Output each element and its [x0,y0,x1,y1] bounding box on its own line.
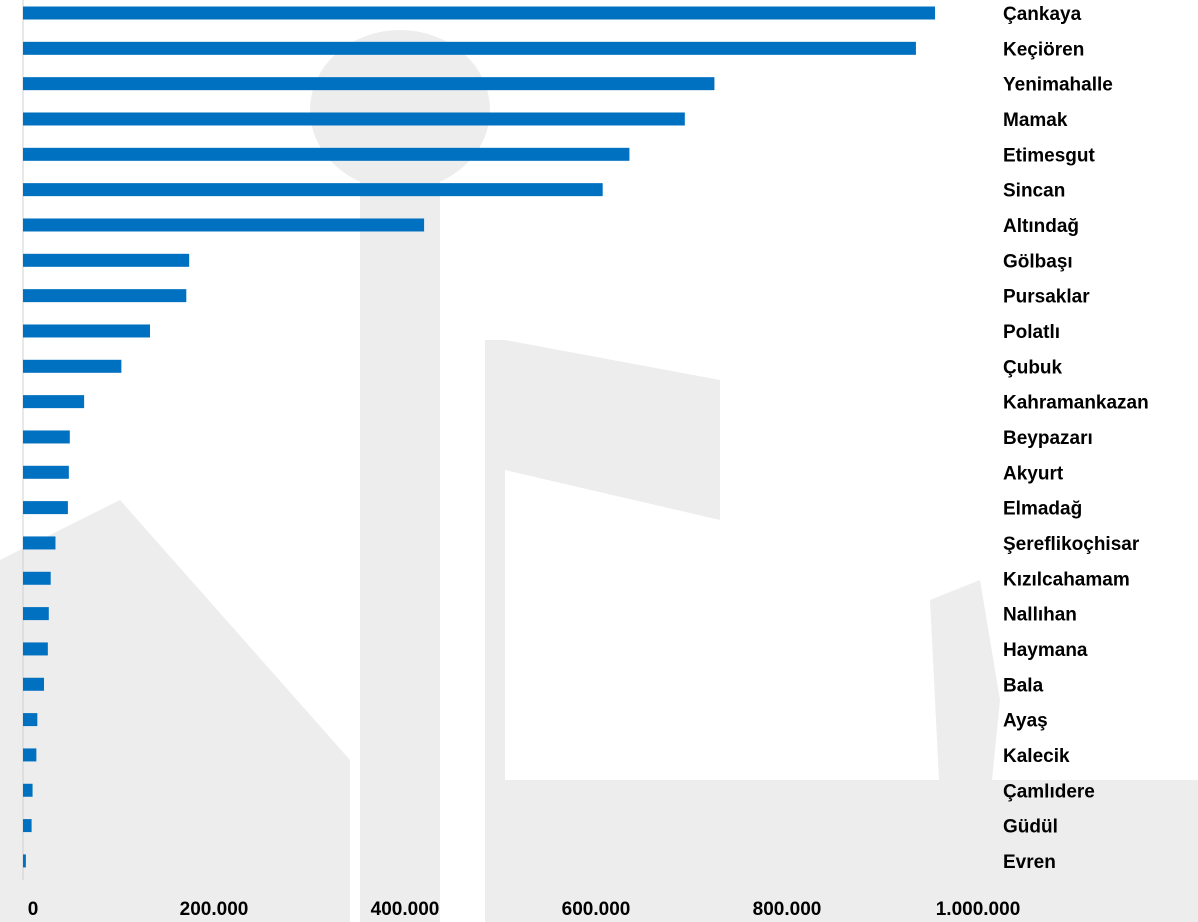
bar [23,77,715,91]
category-label: Güdül [1003,817,1058,838]
bar [23,713,38,727]
bar [23,536,56,550]
bar [23,359,122,373]
category-label: Nallıhan [1003,605,1077,626]
category-label: Polatlı [1003,322,1060,343]
category-label: Bala [1003,675,1044,696]
x-tick-label: 0 [28,899,39,920]
bar [23,147,630,161]
x-tick-label: 800.000 [753,899,822,920]
bar [23,501,68,515]
bar [23,571,51,585]
x-tick-label: 600.000 [562,899,631,920]
bar [23,430,70,444]
bar [23,465,69,479]
bar [23,218,425,232]
category-label: Sincan [1003,181,1065,202]
category-label: Keçiören [1003,39,1084,60]
bar [23,748,37,762]
category-label: Kalecik [1003,746,1070,767]
x-tick-label: 200.000 [180,899,249,920]
bar [23,395,85,409]
category-label: Çubuk [1003,357,1063,378]
x-tick-label: 1.000.000 [936,899,1021,920]
category-label: Mamak [1003,110,1068,131]
category-label: Pursaklar [1003,287,1090,308]
bar [23,6,936,20]
category-label: Çamlıdere [1003,781,1095,802]
category-label: Etimesgut [1003,145,1096,166]
category-label: Altındağ [1003,216,1079,237]
category-label: Beypazarı [1003,428,1093,449]
category-label: Evren [1003,852,1056,873]
bar [23,819,32,833]
bar [23,183,603,197]
bar [23,783,33,797]
category-label: Ayaş [1003,711,1048,732]
bar [23,289,187,303]
bar [23,677,45,691]
bar [23,41,916,55]
category-label: Elmadağ [1003,499,1082,520]
category-label: Akyurt [1003,463,1064,484]
category-label: Şereflikoçhisar [1003,534,1140,555]
bar [23,253,190,267]
bar [23,607,49,621]
category-label: Çankaya [1003,4,1082,25]
category-label: Kızılcahamam [1003,569,1130,590]
bar [23,112,685,126]
bar [23,854,26,868]
category-label: Kahramankazan [1003,393,1149,414]
x-tick-label: 400.000 [371,899,440,920]
bar [23,642,48,656]
category-label: Gölbaşı [1003,251,1073,272]
category-label: Yenimahalle [1003,75,1113,96]
bar [23,324,151,338]
category-label: Haymana [1003,640,1088,661]
